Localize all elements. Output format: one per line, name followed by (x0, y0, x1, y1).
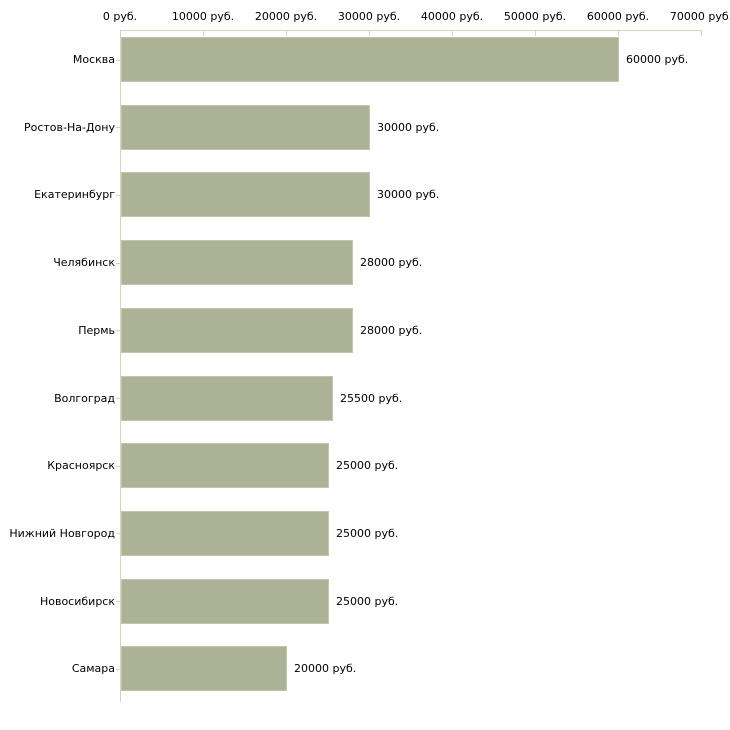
x-axis-line (120, 30, 702, 31)
category-tick-mark (116, 398, 120, 399)
x-tick-mark (701, 31, 702, 36)
x-tick-mark (286, 31, 287, 36)
x-tick-mark (120, 31, 121, 36)
x-tick-mark (452, 31, 453, 36)
category-tick-mark (116, 330, 120, 332)
value-label: 28000 руб. (360, 323, 423, 337)
value-label: 25000 руб. (336, 526, 399, 540)
value-label: 60000 руб. (626, 53, 689, 66)
category-tick-mark (116, 668, 120, 670)
bar (121, 104, 370, 150)
bar (121, 443, 329, 489)
category-tick-mark (116, 601, 120, 603)
category-label: Москва (72, 53, 115, 66)
category-label: Пермь (78, 323, 115, 337)
y-axis-line (120, 30, 121, 702)
bar (121, 578, 329, 624)
bar (121, 307, 353, 353)
x-tick-mark (618, 31, 619, 36)
category-tick-mark (116, 262, 120, 264)
value-label: 25500 руб. (340, 391, 403, 405)
value-label: 25000 руб. (336, 594, 399, 608)
x-tick-mark (535, 31, 536, 36)
category-label: Волгоград (54, 391, 115, 405)
x-tick-label: 70000 руб. (669, 10, 730, 23)
bar (121, 510, 329, 556)
x-tick-mark (203, 31, 204, 36)
value-label: 30000 руб. (377, 188, 440, 202)
x-tick-label: 30000 руб. (337, 10, 401, 23)
category-tick-mark (116, 59, 120, 61)
category-tick-mark (116, 533, 120, 535)
x-tick-label: 0 руб. (102, 10, 138, 23)
x-tick-label: 40000 руб. (420, 10, 484, 23)
category-label: Екатеринбург (34, 188, 115, 202)
x-tick-mark (369, 31, 370, 36)
bar (121, 375, 333, 421)
value-label: 28000 руб. (360, 256, 423, 270)
x-tick-label: 20000 руб. (254, 10, 318, 23)
bar (121, 172, 370, 218)
category-tick-mark (116, 194, 120, 196)
category-tick-mark (116, 127, 120, 129)
x-tick-label: 60000 руб. (586, 10, 650, 23)
category-label: Новосибирск (39, 594, 115, 608)
bar (121, 646, 287, 692)
category-label: Красноярск (47, 459, 115, 473)
bar (121, 240, 353, 286)
category-label: Самара (71, 662, 115, 676)
category-label: Нижний Новгород (9, 526, 115, 540)
bar (121, 37, 619, 82)
category-label: Челябинск (53, 256, 115, 270)
x-tick-label: 50000 руб. (503, 10, 567, 23)
value-label: 25000 руб. (336, 459, 399, 473)
x-tick-label: 10000 руб. (171, 10, 235, 23)
value-label: 20000 руб. (294, 662, 357, 676)
category-tick-mark (116, 465, 120, 467)
value-label: 30000 руб. (377, 120, 440, 134)
category-label: Ростов-На-Дону (23, 120, 115, 134)
